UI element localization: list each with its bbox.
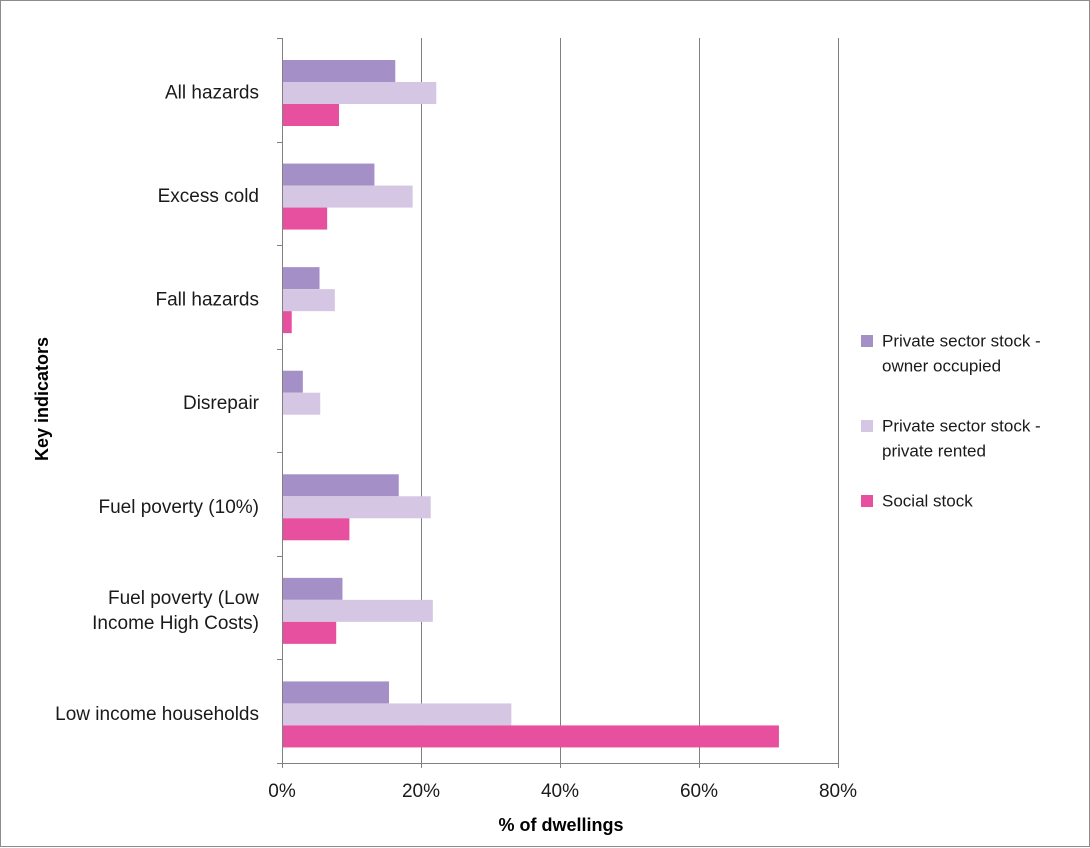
- x-tick-label: 40%: [541, 781, 579, 802]
- bar: [282, 599, 433, 622]
- bar: [282, 518, 350, 541]
- bar: [282, 621, 337, 644]
- y-axis-title: Key indicators: [32, 337, 52, 461]
- bar: [282, 496, 431, 519]
- legend-swatch: [861, 495, 873, 507]
- category-labels: All hazards Excess cold Fall hazards Disrep…: [55, 83, 260, 725]
- bar: [282, 681, 390, 704]
- x-axis-title: % of dwellings: [498, 815, 623, 835]
- legend-label: Private sector stock -: [882, 417, 1041, 436]
- category-label: All hazards: [165, 83, 259, 104]
- x-tick-label: 20%: [402, 781, 440, 802]
- bar: [282, 703, 512, 726]
- legend-label: Private sector stock -: [882, 332, 1041, 351]
- bars: [282, 60, 779, 748]
- bar: [282, 267, 320, 290]
- category-label: Fall hazards: [156, 290, 260, 311]
- bar: [282, 207, 328, 230]
- bar: [282, 474, 399, 497]
- legend-label: Social stock: [882, 492, 973, 511]
- x-tick-label: 80%: [819, 781, 857, 802]
- x-tick-labels: 0% 20% 40% 60% 80%: [268, 781, 857, 802]
- category-label: Income High Costs): [92, 613, 259, 634]
- gridlines: [421, 38, 839, 763]
- category-label: Disrepair: [183, 393, 260, 414]
- bar: [282, 104, 339, 126]
- x-tick-label: 0%: [268, 781, 296, 802]
- legend: Private sector stock - owner occupied Priv…: [861, 332, 1041, 511]
- bar: [282, 185, 413, 208]
- category-label: Low income households: [55, 704, 259, 725]
- bar: [282, 392, 321, 415]
- bar: [282, 60, 396, 82]
- x-tick-label: 60%: [680, 781, 718, 802]
- bar: [282, 370, 303, 393]
- category-label: Fuel poverty (Low: [108, 588, 259, 609]
- bar: [282, 163, 375, 186]
- axes: [277, 38, 839, 768]
- category-label: Excess cold: [158, 186, 259, 207]
- bar: [282, 725, 779, 748]
- category-label: Fuel poverty (10%): [98, 497, 259, 518]
- legend-label: owner occupied: [882, 357, 1001, 376]
- bar: [282, 289, 335, 312]
- bar: [282, 82, 437, 104]
- bar: [282, 311, 292, 334]
- legend-label: private rented: [882, 442, 986, 461]
- bar: [282, 577, 343, 600]
- legend-swatch: [861, 335, 873, 347]
- legend-swatch: [861, 420, 873, 432]
